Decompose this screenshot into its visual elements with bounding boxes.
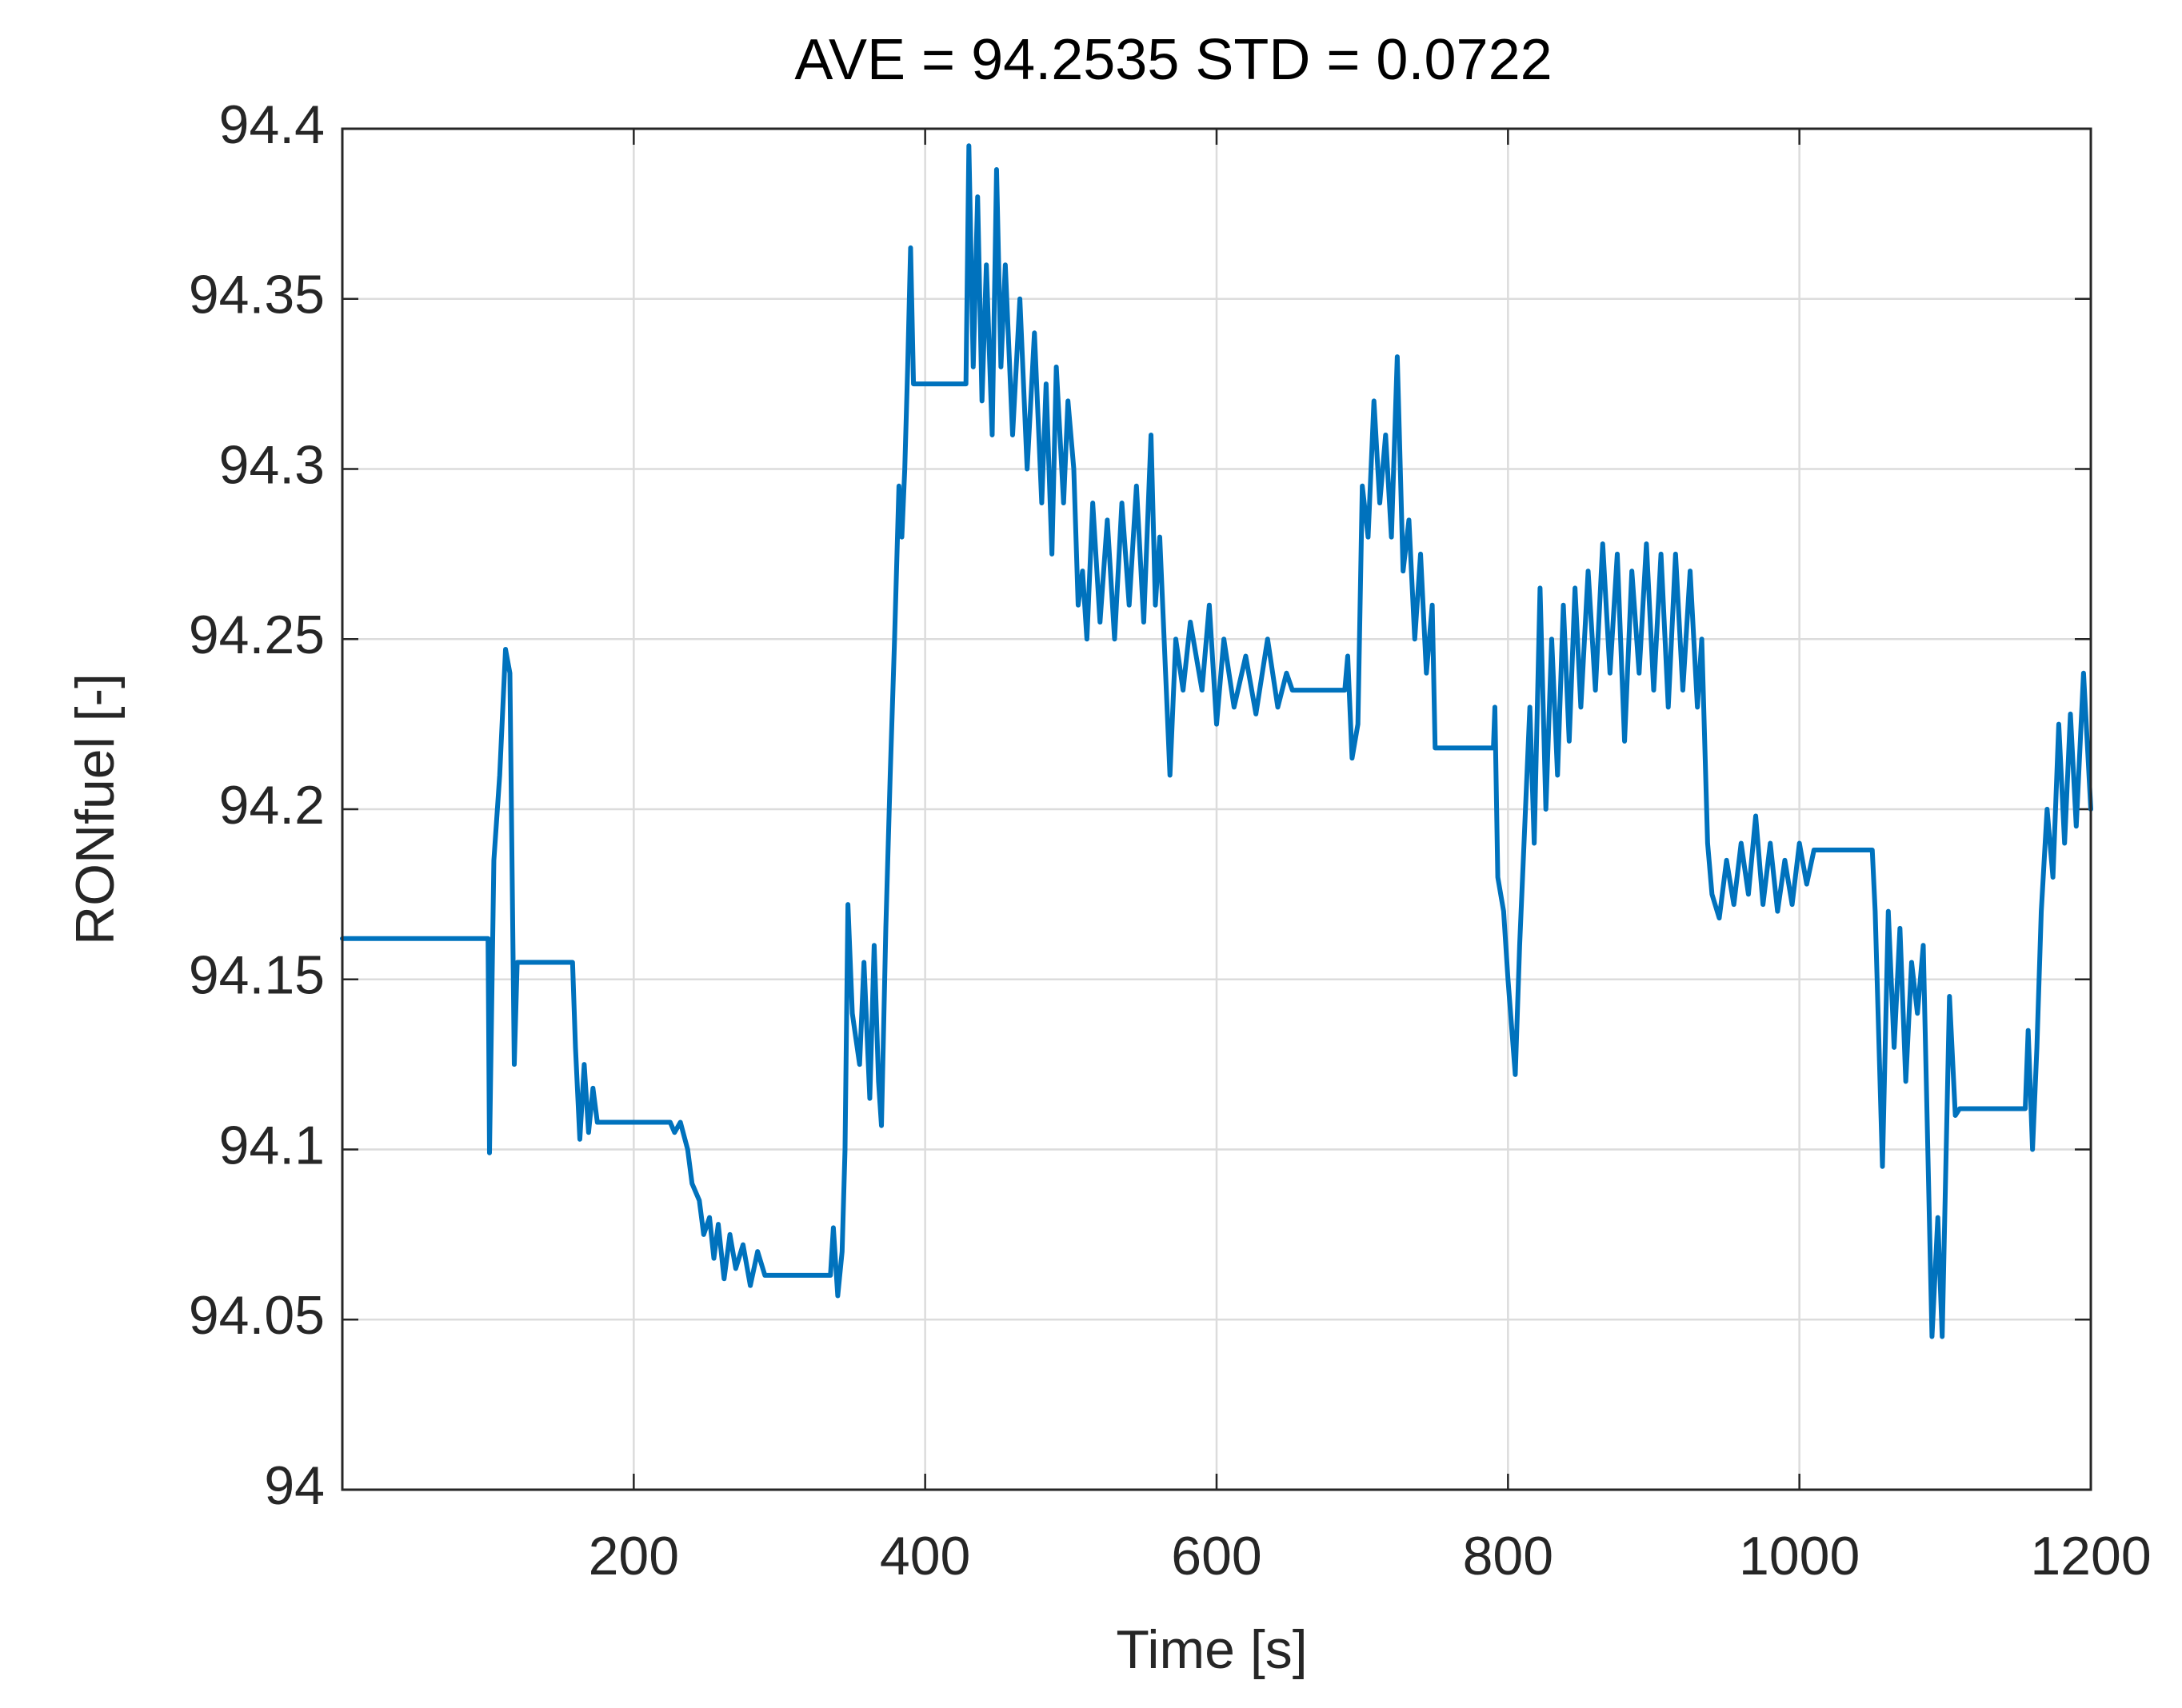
y-tick-label: 94.35 bbox=[189, 265, 325, 325]
x-tick-label: 400 bbox=[880, 1526, 970, 1586]
x-tick-label: 200 bbox=[589, 1526, 679, 1586]
y-tick-label: 94.15 bbox=[189, 945, 325, 1006]
x-tick-label: 1200 bbox=[2030, 1526, 2151, 1586]
plot-frame bbox=[341, 127, 2092, 1491]
chart-title: AVE = 94.2535 STD = 0.0722 bbox=[794, 28, 1552, 92]
y-tick-label: 94.1 bbox=[219, 1115, 325, 1175]
y-axis-label: RONfuel [-] bbox=[65, 673, 126, 945]
y-tick-label: 94.2 bbox=[219, 775, 325, 836]
x-tick-label: 800 bbox=[1463, 1526, 1553, 1586]
y-tick-label: 94.25 bbox=[189, 605, 325, 665]
y-tick-label: 94.05 bbox=[189, 1285, 325, 1346]
y-tick-label: 94 bbox=[264, 1455, 325, 1516]
y-tick-label: 94.3 bbox=[219, 434, 325, 495]
x-tick-label: 600 bbox=[1171, 1526, 1261, 1586]
x-tick-label: 1000 bbox=[1739, 1526, 1860, 1586]
data-line bbox=[340, 143, 2093, 1339]
x-axis-label: Time [s] bbox=[1116, 1619, 1307, 1680]
y-tick-label: 94.4 bbox=[219, 94, 325, 155]
